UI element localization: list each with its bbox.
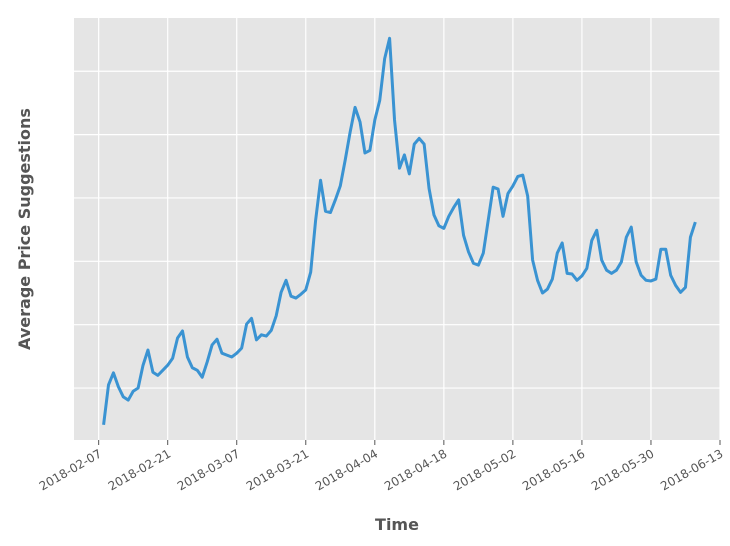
x-tick-label: 2018-03-21 [244,446,311,493]
x-tick-label: 2018-04-18 [382,446,449,493]
x-tick-label: 2018-06-13 [658,446,725,493]
x-tick-label: 2018-04-04 [313,446,380,493]
x-tick-label: 2018-05-30 [589,446,656,493]
x-tick-label: 2018-02-07 [37,446,104,493]
x-tick-label: 2018-03-07 [175,446,242,493]
x-tick-label: 2018-05-16 [520,446,587,493]
y-axis-label: Average Price Suggestions [15,108,34,350]
data-line [102,36,697,425]
plot-area [74,18,720,440]
x-tick-label: 2018-05-02 [451,446,518,493]
x-axis-label: Time [375,515,419,534]
x-tick-label: 2018-02-21 [106,446,173,493]
